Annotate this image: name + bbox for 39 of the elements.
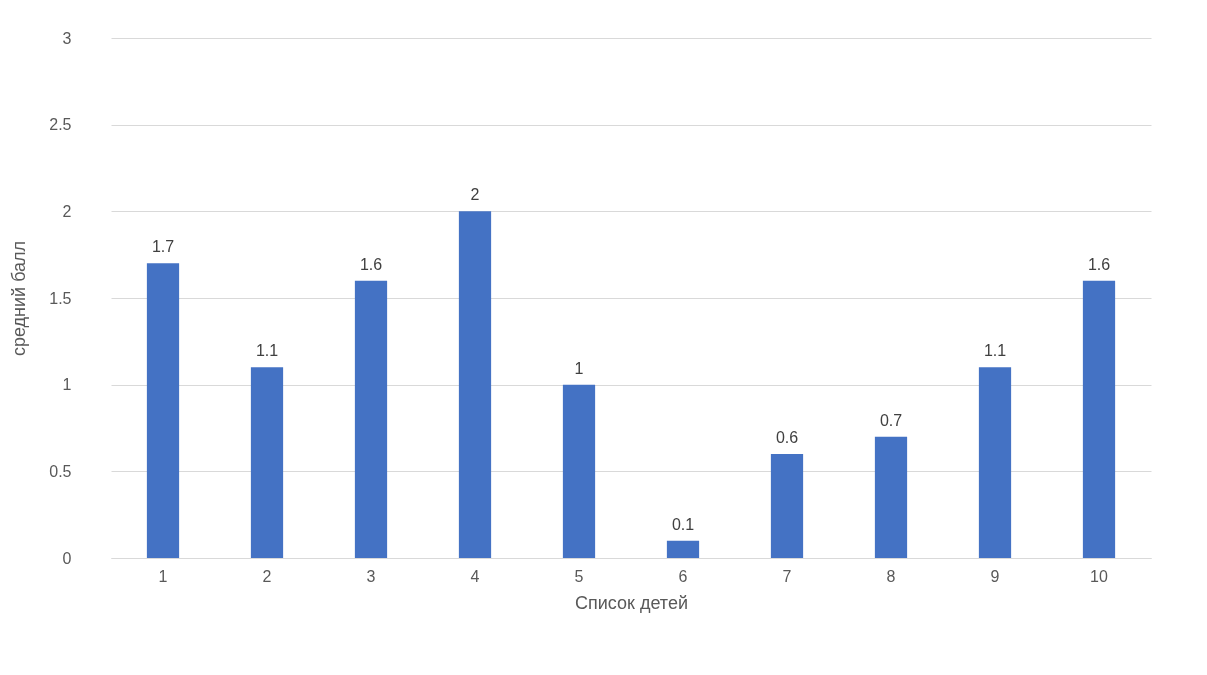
data-label: 1.1 [983,342,1007,360]
bar [874,436,908,558]
y-tick-label: 3 [62,29,72,47]
y-tick-label: 2.5 [49,116,72,134]
data-label: 1.6 [359,255,383,273]
y-tick-label: 1.5 [49,289,72,307]
data-label: 1.1 [255,342,279,360]
data-label: 1 [574,359,584,377]
x-axis-title: Список детей [575,592,688,613]
bar [666,540,700,558]
x-tick-label: 6 [678,567,688,585]
x-tick-label: 10 [1090,567,1108,585]
x-tick-label: 1 [158,567,168,585]
bar [354,280,388,558]
x-tick-label: 8 [886,567,896,585]
bar [250,367,284,558]
data-label: 0.7 [879,411,903,429]
bar [978,367,1012,558]
bar [770,454,804,558]
y-tick-label: 2 [62,202,72,220]
bar [1082,280,1116,558]
bar [562,384,596,558]
bar [146,263,180,558]
data-label: 1.6 [1087,255,1111,273]
data-label: 1.7 [151,238,175,256]
data-label: 0.6 [775,429,799,446]
data-label: 0.1 [671,515,695,533]
y-tick-label: 1 [62,376,72,394]
data-label: 2 [470,186,480,204]
y-tick-label: 0 [62,549,72,567]
x-tick-label: 9 [990,567,1000,585]
y-axis-title: средний балл [9,240,30,357]
x-tick-label: 2 [262,567,272,585]
y-tick-label: 0.5 [49,462,72,480]
bar [458,211,492,558]
x-tick-label: 5 [574,567,584,585]
x-tick-label: 3 [366,567,376,585]
x-tick-label: 4 [470,567,480,585]
x-tick-label: 7 [782,567,792,585]
